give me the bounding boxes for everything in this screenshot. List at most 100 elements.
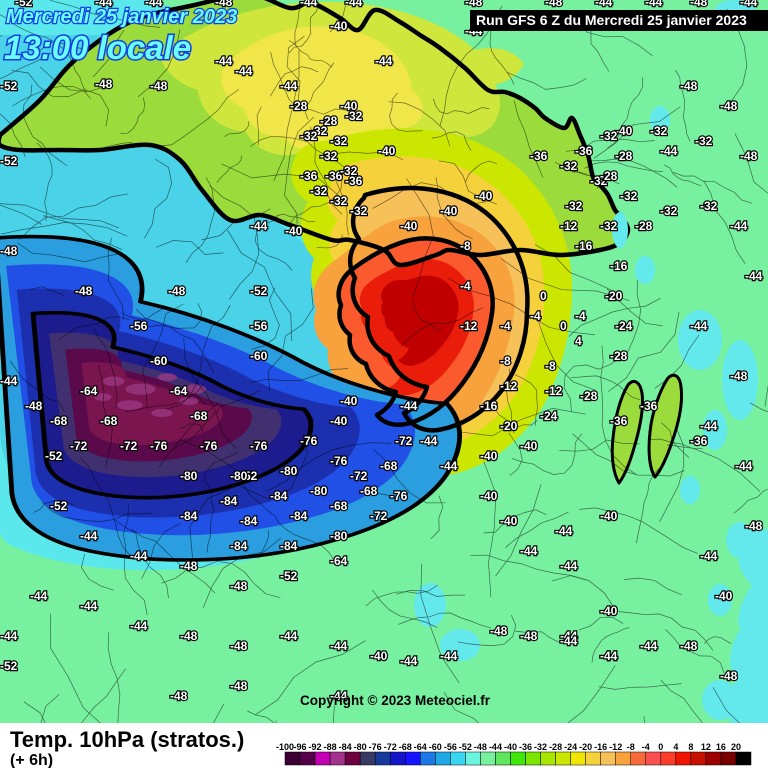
svg-text:-12: -12 (500, 379, 518, 393)
svg-text:-68: -68 (190, 409, 208, 423)
svg-text:-44: -44 (560, 559, 578, 573)
svg-text:-76: -76 (390, 489, 408, 503)
svg-text:-52: -52 (45, 449, 63, 463)
svg-text:4: 4 (673, 742, 678, 752)
svg-text:-84: -84 (339, 742, 352, 752)
svg-text:-12: -12 (560, 219, 578, 233)
svg-text:-44: -44 (30, 589, 48, 603)
svg-text:-52: -52 (280, 569, 298, 583)
svg-text:-36: -36 (575, 144, 593, 158)
svg-text:-72: -72 (370, 509, 388, 523)
svg-text:-36: -36 (640, 399, 658, 413)
svg-text:-8: -8 (500, 354, 511, 368)
svg-text:-44: -44 (520, 544, 538, 558)
svg-text:-44: -44 (130, 549, 148, 563)
svg-text:-32: -32 (300, 129, 318, 143)
svg-text:Mercredi 25 janvier 2023: Mercredi 25 janvier 2023 (6, 6, 237, 28)
svg-text:-84: -84 (230, 539, 248, 553)
svg-text:-24: -24 (615, 319, 633, 333)
svg-text:0: 0 (560, 319, 567, 333)
svg-text:-48: -48 (474, 742, 487, 752)
svg-text:-4: -4 (575, 309, 586, 323)
svg-text:-68: -68 (380, 459, 398, 473)
svg-text:-44: -44 (730, 219, 748, 233)
svg-text:-48: -48 (690, 0, 708, 9)
svg-text:-20: -20 (500, 419, 518, 433)
svg-text:-16: -16 (594, 742, 607, 752)
svg-text:-72: -72 (70, 439, 88, 453)
svg-text:-48: -48 (25, 399, 43, 413)
svg-text:-44: -44 (330, 639, 348, 653)
svg-text:-76: -76 (330, 454, 348, 468)
svg-text:-48: -48 (75, 284, 93, 298)
svg-text:-76: -76 (369, 742, 382, 752)
svg-text:-44: -44 (700, 419, 718, 433)
svg-text:-48: -48 (730, 369, 748, 383)
svg-text:-60: -60 (250, 349, 268, 363)
svg-text:-40: -40 (285, 224, 303, 238)
svg-text:-84: -84 (280, 539, 298, 553)
svg-text:-64: -64 (80, 384, 98, 398)
svg-text:-100: -100 (276, 742, 294, 752)
svg-text:-8: -8 (460, 239, 471, 253)
svg-text:-36: -36 (300, 169, 318, 183)
svg-text:-44: -44 (0, 374, 18, 388)
svg-text:-32: -32 (660, 204, 678, 218)
svg-text:-52: -52 (459, 742, 472, 752)
svg-text:-68: -68 (50, 414, 68, 428)
svg-text:-44: -44 (745, 269, 763, 283)
svg-text:-68: -68 (330, 499, 348, 513)
svg-text:-32: -32 (695, 134, 713, 148)
svg-text:-48: -48 (230, 679, 248, 693)
svg-text:-44: -44 (440, 649, 458, 663)
svg-text:-8: -8 (627, 742, 635, 752)
svg-text:-32: -32 (330, 194, 348, 208)
svg-text:-36: -36 (690, 434, 708, 448)
svg-text:-84: -84 (270, 489, 288, 503)
svg-text:-28: -28 (610, 349, 628, 363)
svg-text:-48: -48 (545, 0, 563, 9)
svg-text:-40: -40 (440, 204, 458, 218)
svg-text:-64: -64 (414, 742, 427, 752)
svg-text:-44: -44 (555, 524, 573, 538)
svg-text:-56: -56 (250, 319, 268, 333)
svg-text:-40: -40 (475, 189, 493, 203)
svg-text:-52: -52 (0, 659, 18, 673)
svg-text:-80: -80 (354, 742, 367, 752)
svg-text:-44: -44 (250, 219, 268, 233)
svg-text:-12: -12 (545, 384, 563, 398)
svg-text:-48: -48 (720, 99, 738, 113)
svg-text:-40: -40 (480, 449, 498, 463)
svg-text:-40: -40 (400, 219, 418, 233)
svg-text:-24: -24 (564, 742, 577, 752)
svg-text:-48: -48 (720, 669, 738, 683)
svg-text:-52: -52 (0, 79, 18, 93)
svg-text:-80: -80 (310, 484, 328, 498)
svg-text:-32: -32 (600, 219, 618, 233)
svg-text:-40: -40 (600, 604, 618, 618)
svg-text:-28: -28 (600, 169, 618, 183)
svg-text:-36: -36 (519, 742, 532, 752)
svg-text:-8: -8 (545, 359, 556, 373)
svg-text:-4: -4 (460, 279, 471, 293)
svg-text:-40: -40 (500, 514, 518, 528)
svg-text:-48: -48 (230, 579, 248, 593)
svg-text:-40: -40 (615, 124, 633, 138)
svg-text:-32: -32 (310, 184, 328, 198)
svg-text:20: 20 (731, 742, 741, 752)
svg-text:-44: -44 (489, 742, 502, 752)
svg-text:-40: -40 (504, 742, 517, 752)
svg-text:-44: -44 (640, 639, 658, 653)
svg-text:-44: -44 (690, 319, 708, 333)
svg-text:-40: -40 (480, 489, 498, 503)
svg-text:-16: -16 (480, 399, 498, 413)
svg-text:-80: -80 (280, 464, 298, 478)
svg-text:-48: -48 (230, 639, 248, 653)
svg-text:-48: -48 (150, 79, 168, 93)
svg-text:-32: -32 (350, 204, 368, 218)
svg-text:-84: -84 (290, 509, 308, 523)
svg-text:-48: -48 (168, 284, 186, 298)
svg-text:-84: -84 (220, 494, 238, 508)
svg-text:-48: -48 (465, 0, 483, 9)
svg-text:-32: -32 (620, 189, 638, 203)
